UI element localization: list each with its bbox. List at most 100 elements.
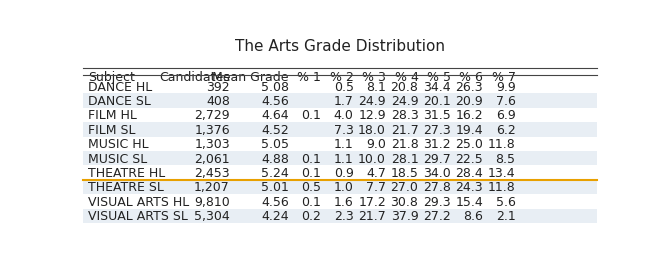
Text: 4.24: 4.24 — [261, 210, 289, 223]
Text: 5.01: 5.01 — [261, 181, 289, 194]
Text: 0.2: 0.2 — [302, 210, 322, 223]
Text: 25.0: 25.0 — [455, 138, 483, 151]
Text: 21.8: 21.8 — [391, 138, 418, 151]
Text: % 2: % 2 — [330, 71, 353, 84]
Text: Candidates: Candidates — [159, 71, 230, 84]
Text: % 3: % 3 — [362, 71, 386, 84]
Text: 1.1: 1.1 — [334, 153, 353, 166]
Text: FILM SL: FILM SL — [88, 124, 135, 137]
Text: 28.3: 28.3 — [391, 109, 418, 122]
Bar — [83, 151, 597, 165]
Bar — [83, 209, 597, 223]
Text: 2,061: 2,061 — [194, 153, 230, 166]
Text: 29.3: 29.3 — [423, 196, 451, 209]
Text: 392: 392 — [206, 81, 230, 94]
Text: 1,303: 1,303 — [194, 138, 230, 151]
Text: FILM HL: FILM HL — [88, 109, 137, 122]
Bar — [83, 93, 597, 108]
Text: 0.1: 0.1 — [302, 153, 322, 166]
Text: 0.9: 0.9 — [333, 167, 353, 180]
Text: 11.8: 11.8 — [488, 181, 516, 194]
Text: 4.52: 4.52 — [261, 124, 289, 137]
Text: 1.1: 1.1 — [334, 138, 353, 151]
Text: 2.3: 2.3 — [334, 210, 353, 223]
Text: 24.3: 24.3 — [455, 181, 483, 194]
Text: 5.6: 5.6 — [496, 196, 516, 209]
Text: 4.56: 4.56 — [261, 95, 289, 108]
Bar — [83, 122, 597, 136]
Text: 27.0: 27.0 — [391, 181, 418, 194]
Text: 9.9: 9.9 — [496, 81, 516, 94]
Text: 8.6: 8.6 — [463, 210, 483, 223]
Text: 5.05: 5.05 — [261, 138, 289, 151]
Text: The Arts Grade Distribution: The Arts Grade Distribution — [235, 39, 445, 54]
Text: DANCE HL: DANCE HL — [88, 81, 152, 94]
Bar — [83, 194, 597, 209]
Text: 5.08: 5.08 — [261, 81, 289, 94]
Text: 4.56: 4.56 — [261, 196, 289, 209]
Bar — [83, 165, 597, 180]
Text: 16.2: 16.2 — [455, 109, 483, 122]
Text: 13.4: 13.4 — [488, 167, 516, 180]
Text: 1.7: 1.7 — [333, 95, 353, 108]
Text: MUSIC HL: MUSIC HL — [88, 138, 149, 151]
Text: Mean Grade: Mean Grade — [212, 71, 289, 84]
Text: 1.0: 1.0 — [333, 181, 353, 194]
Text: 20.1: 20.1 — [423, 95, 451, 108]
Text: 31.2: 31.2 — [423, 138, 451, 151]
Text: 8.1: 8.1 — [366, 81, 386, 94]
Bar — [83, 180, 597, 194]
Bar — [83, 108, 597, 122]
Text: 26.3: 26.3 — [455, 81, 483, 94]
Text: 5,304: 5,304 — [194, 210, 230, 223]
Text: % 7: % 7 — [491, 71, 516, 84]
Text: 1,207: 1,207 — [194, 181, 230, 194]
Text: 15.4: 15.4 — [455, 196, 483, 209]
Text: 9.0: 9.0 — [366, 138, 386, 151]
Text: 4.0: 4.0 — [333, 109, 353, 122]
Text: 408: 408 — [206, 95, 230, 108]
Text: 28.4: 28.4 — [455, 167, 483, 180]
Text: 7.3: 7.3 — [333, 124, 353, 137]
Text: 27.8: 27.8 — [423, 181, 451, 194]
Text: 37.9: 37.9 — [391, 210, 418, 223]
Text: 5.24: 5.24 — [261, 167, 289, 180]
Text: 17.2: 17.2 — [358, 196, 386, 209]
Bar — [83, 136, 597, 151]
Text: 8.5: 8.5 — [495, 153, 516, 166]
Text: 20.9: 20.9 — [455, 95, 483, 108]
Text: VISUAL ARTS HL: VISUAL ARTS HL — [88, 196, 189, 209]
Text: 24.9: 24.9 — [359, 95, 386, 108]
Text: 11.8: 11.8 — [488, 138, 516, 151]
Text: 28.1: 28.1 — [391, 153, 418, 166]
Text: 0.1: 0.1 — [302, 109, 322, 122]
Text: % 6: % 6 — [459, 71, 483, 84]
Text: 31.5: 31.5 — [423, 109, 451, 122]
Text: 0.5: 0.5 — [333, 81, 353, 94]
Bar — [83, 79, 597, 93]
Text: 4.64: 4.64 — [261, 109, 289, 122]
Text: 18.5: 18.5 — [391, 167, 418, 180]
Text: DANCE SL: DANCE SL — [88, 95, 151, 108]
Text: VISUAL ARTS SL: VISUAL ARTS SL — [88, 210, 188, 223]
Text: % 4: % 4 — [394, 71, 418, 84]
Text: 18.0: 18.0 — [358, 124, 386, 137]
Text: % 5: % 5 — [427, 71, 451, 84]
Text: % 1: % 1 — [298, 71, 322, 84]
Text: 4.7: 4.7 — [366, 167, 386, 180]
Text: 9,810: 9,810 — [194, 196, 230, 209]
Text: 10.0: 10.0 — [358, 153, 386, 166]
Text: 2,729: 2,729 — [194, 109, 230, 122]
Text: 0.1: 0.1 — [302, 196, 322, 209]
Text: 6.9: 6.9 — [496, 109, 516, 122]
Text: 1,376: 1,376 — [194, 124, 230, 137]
Text: 27.3: 27.3 — [423, 124, 451, 137]
Text: 21.7: 21.7 — [391, 124, 418, 137]
Text: 0.5: 0.5 — [301, 181, 322, 194]
Text: 4.88: 4.88 — [261, 153, 289, 166]
Text: Subject: Subject — [88, 71, 135, 84]
Text: 34.4: 34.4 — [423, 81, 451, 94]
Text: 1.6: 1.6 — [334, 196, 353, 209]
Text: 2,453: 2,453 — [194, 167, 230, 180]
Text: 22.5: 22.5 — [455, 153, 483, 166]
